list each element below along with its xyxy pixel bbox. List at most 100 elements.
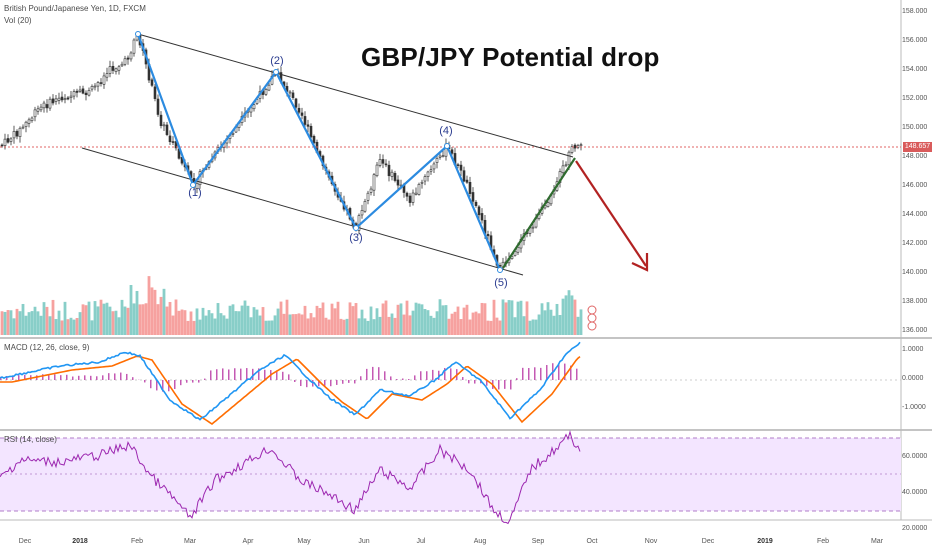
channel-lower-line[interactable]	[81, 147, 524, 276]
volume-bar	[168, 301, 172, 335]
volume-bar	[519, 300, 523, 335]
candle-body	[306, 124, 310, 127]
volume-bar	[111, 311, 115, 335]
candle-body	[435, 157, 439, 163]
volume-bar	[102, 303, 106, 335]
volume-bar	[510, 300, 514, 335]
macd-histogram-bar	[540, 367, 542, 380]
volume-bar	[531, 319, 535, 335]
volume-bar	[429, 315, 433, 335]
candle-body	[297, 107, 301, 113]
volume-bar	[378, 316, 382, 335]
macd-histogram-bar	[144, 380, 146, 383]
volume-bar	[219, 313, 223, 335]
volume-bar	[273, 315, 277, 335]
macd-histogram-bar	[96, 376, 98, 380]
candle-body	[303, 116, 307, 125]
candle-body	[0, 144, 4, 147]
chart-annotation-title: GBP/JPY Potential drop	[361, 42, 660, 72]
macd-histogram-bar	[180, 380, 182, 386]
time-tick: Jun	[358, 538, 370, 545]
volume-bar	[360, 309, 364, 335]
wave-point	[190, 182, 196, 188]
candle-body	[486, 233, 490, 237]
macd-histogram-bar	[192, 380, 194, 383]
volume-bar	[471, 312, 475, 335]
price-tick: 146.000	[902, 182, 928, 189]
channel-upper-line[interactable]	[137, 33, 574, 158]
candle-body	[465, 179, 469, 183]
volume-bar	[165, 306, 169, 335]
macd-histogram-bar	[162, 380, 164, 392]
candle-body	[564, 164, 568, 167]
volume-bar	[93, 301, 97, 335]
macd-histogram-bar	[18, 375, 20, 380]
projection-arrow[interactable]	[575, 160, 649, 272]
volume-bar	[462, 307, 466, 335]
candle-body	[372, 174, 376, 191]
candle-body	[114, 68, 118, 72]
candle-body	[63, 98, 67, 100]
candle-body	[264, 89, 268, 95]
macd-histogram-bar	[48, 374, 50, 380]
price-tick: 150.000	[902, 124, 928, 131]
macd-histogram-bar	[576, 368, 578, 380]
price-tick: 158.000	[902, 8, 928, 15]
volume-bar	[288, 314, 292, 335]
candle-body	[384, 163, 388, 166]
time-tick: Dec	[18, 538, 32, 545]
macd-histogram-bar	[504, 380, 506, 389]
candle-body	[309, 125, 313, 138]
volume-bar	[216, 303, 220, 335]
volume-bar	[555, 303, 559, 335]
candle-body	[411, 192, 415, 203]
uptrend-line[interactable]	[502, 157, 576, 269]
volume-bar	[405, 300, 409, 335]
macd-label: MACD (12, 26, close, 9)	[4, 343, 90, 352]
volume-bar	[159, 296, 163, 335]
rsi-tick: 60.0000	[902, 453, 928, 460]
volume-bar	[375, 308, 379, 335]
volume-bar	[336, 301, 340, 335]
macd-histogram-bar	[498, 380, 500, 390]
candle-body	[132, 39, 136, 54]
macd-histogram-bar	[108, 373, 110, 380]
volume-bar	[570, 295, 574, 335]
volume-bar	[546, 302, 550, 335]
candle-body	[573, 144, 577, 149]
candle-body	[84, 92, 88, 96]
macd-histogram-bar	[156, 380, 158, 391]
candle-body	[390, 171, 394, 177]
volume-bar	[204, 315, 208, 335]
candle-body	[438, 155, 442, 158]
macd-histogram-bar	[396, 379, 398, 380]
candle-body	[15, 130, 19, 137]
macd-histogram-bar	[78, 375, 80, 380]
volume-bar	[330, 303, 334, 335]
wave-point	[135, 31, 141, 37]
macd-histogram-bar	[54, 374, 56, 380]
volume-bar	[237, 311, 241, 335]
macd-histogram-bar	[432, 369, 434, 380]
candle-body	[252, 104, 256, 110]
event-markers-icon[interactable]	[587, 305, 597, 331]
elliott-wave-path[interactable]	[136, 33, 502, 271]
time-tick: Mar	[183, 538, 197, 545]
candle-body	[54, 98, 58, 102]
macd-histogram-bar	[312, 380, 314, 387]
macd-histogram-bar	[6, 375, 8, 380]
volume-bar	[285, 299, 289, 335]
volume-bar	[522, 316, 526, 335]
candle-body	[42, 102, 46, 109]
wave-point	[497, 267, 503, 273]
volume-bar	[453, 311, 457, 335]
volume-bar	[345, 318, 349, 335]
volume-bar	[579, 309, 583, 335]
volume-bar	[369, 306, 373, 335]
volume-bar	[435, 311, 439, 335]
macd-histogram-bar	[372, 366, 374, 380]
volume-bar	[123, 306, 127, 335]
volume-bar	[267, 320, 271, 335]
time-tick: Apr	[242, 538, 254, 545]
